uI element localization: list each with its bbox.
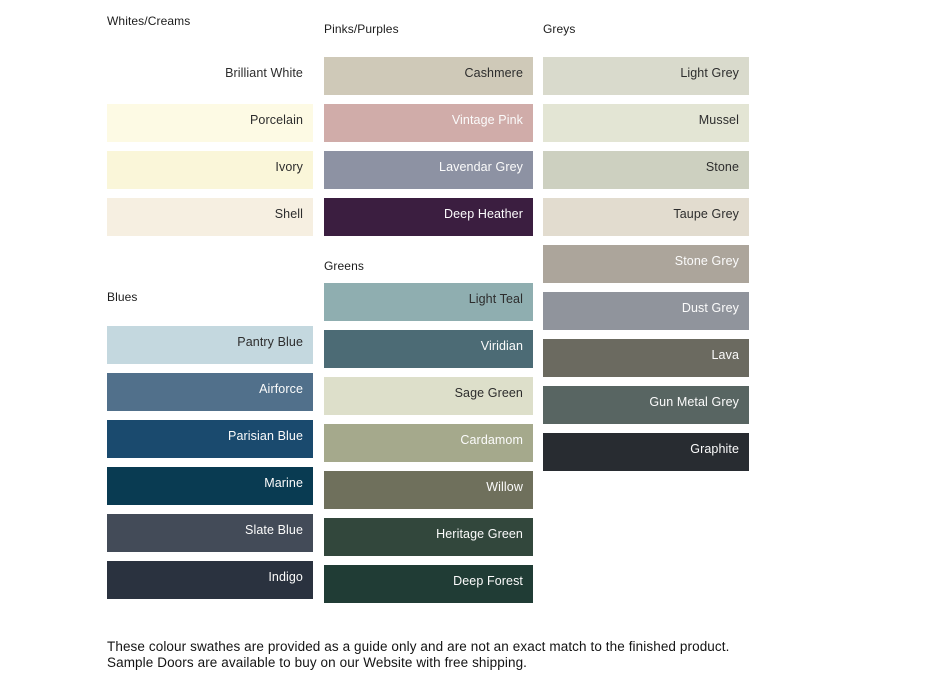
column-whites-blues: Whites/Creams Brilliant White Porcelain Ivo… <box>107 0 313 700</box>
swatch-brilliant-white: Brilliant White <box>107 57 313 95</box>
swatch-porcelain: Porcelain <box>107 104 313 142</box>
swatch-viridian: Viridian <box>324 330 533 368</box>
swatch-list: Cashmere Vintage Pink Lavendar Grey Deep He… <box>324 57 533 236</box>
swatch-cashmere: Cashmere <box>324 57 533 95</box>
swatch-gun-metal-grey: Gun Metal Grey <box>543 386 749 424</box>
swatch-label: Light Teal <box>468 292 523 306</box>
swatch-label: Gun Metal Grey <box>649 395 739 409</box>
swatch-label: Indigo <box>268 570 303 584</box>
section-blues: Blues Pantry Blue Airforce Parisian Blue Mar… <box>107 290 313 608</box>
swatch-label: Stone Grey <box>674 254 739 268</box>
swatch-label: Sage Green <box>454 386 523 400</box>
swatch-shell: Shell <box>107 198 313 236</box>
swatch-label: Slate Blue <box>245 523 303 537</box>
swatch-dust-grey: Dust Grey <box>543 292 749 330</box>
swatch-label: Mussel <box>698 113 739 127</box>
swatch-deep-heather: Deep Heather <box>324 198 533 236</box>
swatch-lavendar-grey: Lavendar Grey <box>324 151 533 189</box>
swatch-label: Pantry Blue <box>237 335 303 349</box>
swatch-marine: Marine <box>107 467 313 505</box>
swatch-label: Marine <box>264 476 303 490</box>
swatch-mussel: Mussel <box>543 104 749 142</box>
swatch-label: Willow <box>486 480 523 494</box>
swatch-stone: Stone <box>543 151 749 189</box>
swatch-willow: Willow <box>324 471 533 509</box>
swatch-pantry-blue: Pantry Blue <box>107 326 313 364</box>
swatch-label: Light Grey <box>680 66 739 80</box>
swatch-label: Ivory <box>275 160 303 174</box>
swatch-graphite: Graphite <box>543 433 749 471</box>
section-greens: Greens Light Teal Viridian Sage Green Cardam… <box>324 259 533 612</box>
swatch-list: Brilliant White Porcelain Ivory Shell <box>107 57 313 236</box>
section-title-whites-creams: Whites/Creams <box>107 14 191 28</box>
swatch-label: Lava <box>711 348 739 362</box>
swatch-sage-green: Sage Green <box>324 377 533 415</box>
swatch-ivory: Ivory <box>107 151 313 189</box>
swatch-slate-blue: Slate Blue <box>107 514 313 552</box>
swatch-label: Graphite <box>690 442 739 456</box>
disclaimer-text: These colour swathes are provided as a g… <box>107 639 730 670</box>
swatch-list: Light Teal Viridian Sage Green Cardamom Will… <box>324 283 533 603</box>
section-title-greens: Greens <box>324 259 364 273</box>
swatch-list: Light Grey Mussel Stone Taupe Grey Stone Gre… <box>543 57 749 471</box>
column-greys: Greys Light Grey Mussel Stone Taupe Grey Ston… <box>543 0 749 700</box>
swatch-label: Cardamom <box>460 433 523 447</box>
swatch-indigo: Indigo <box>107 561 313 599</box>
swatch-label: Porcelain <box>249 113 303 127</box>
section-title-blues: Blues <box>107 290 138 304</box>
swatch-vintage-pink: Vintage Pink <box>324 104 533 142</box>
swatch-label: Vintage Pink <box>451 113 523 127</box>
swatch-label: Viridian <box>480 339 523 353</box>
swatch-light-grey: Light Grey <box>543 57 749 95</box>
swatch-heritage-green: Heritage Green <box>324 518 533 556</box>
swatch-label: Parisian Blue <box>228 429 303 443</box>
swatch-label: Airforce <box>259 382 303 396</box>
swatch-light-teal: Light Teal <box>324 283 533 321</box>
swatch-stone-grey: Stone Grey <box>543 245 749 283</box>
section-whites-creams: Whites/Creams Brilliant White Porcelain Ivo… <box>107 14 313 245</box>
section-title-greys: Greys <box>543 22 576 36</box>
swatch-label: Shell <box>274 207 303 221</box>
swatch-deep-forest: Deep Forest <box>324 565 533 603</box>
swatch-lava: Lava <box>543 339 749 377</box>
column-pinks-greens: Pinks/Purples Cashmere Vintage Pink Lavenda… <box>324 0 533 700</box>
swatch-label: Dust Grey <box>681 301 739 315</box>
swatch-airforce: Airforce <box>107 373 313 411</box>
swatch-label: Deep Forest <box>453 574 523 588</box>
swatch-label: Stone <box>705 160 739 174</box>
swatch-label: Deep Heather <box>443 207 523 221</box>
swatch-label: Cashmere <box>464 66 523 80</box>
swatch-list: Pantry Blue Airforce Parisian Blue Marine Sl… <box>107 326 313 599</box>
swatch-cardamom: Cardamom <box>324 424 533 462</box>
swatch-label: Heritage Green <box>436 527 523 541</box>
swatch-label: Taupe Grey <box>673 207 739 221</box>
section-greys: Greys Light Grey Mussel Stone Taupe Grey Ston… <box>543 22 749 480</box>
swatch-taupe-grey: Taupe Grey <box>543 198 749 236</box>
swatch-label: Lavendar Grey <box>439 160 523 174</box>
swatch-parisian-blue: Parisian Blue <box>107 420 313 458</box>
swatch-label: Brilliant White <box>225 66 303 80</box>
section-pinks-purples: Pinks/Purples Cashmere Vintage Pink Lavenda… <box>324 22 533 245</box>
section-title-pinks-purples: Pinks/Purples <box>324 22 399 36</box>
